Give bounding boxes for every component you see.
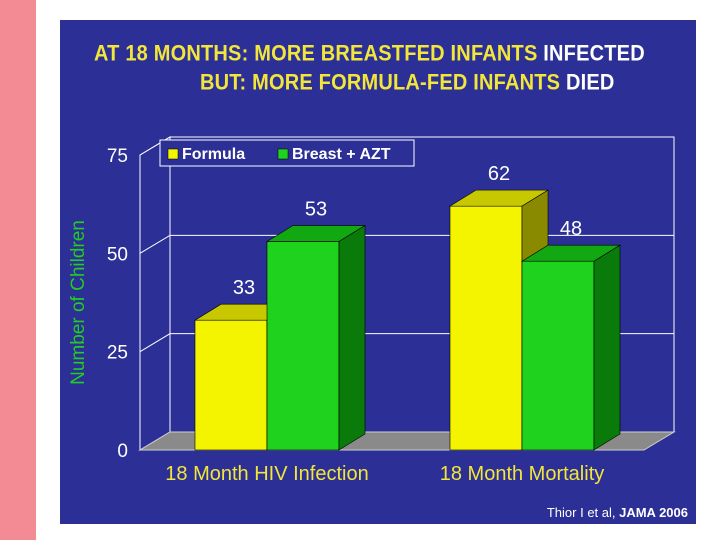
bar-breast-azt-0: [266, 241, 340, 451]
title-line-1-text: AT 18 MONTHS: MORE BREASTFED INFANTS: [94, 41, 544, 67]
gridline: [139, 136, 674, 156]
bar-chart: 0 25 50 75 Number of Children 33 53 18 Month HI…: [68, 136, 676, 485]
data-label-breast-azt-1: 48: [560, 218, 582, 240]
bar-breast-azt-1-side: [593, 244, 621, 451]
data-label-breast-azt-0: 53: [305, 199, 327, 221]
title-line-2-accent: DIED: [565, 70, 615, 96]
side-accent-bar: [0, 0, 36, 540]
title-line-2-text: BUT: MORE FORMULA-FED INFANTS: [200, 70, 566, 96]
legend-label-breast-azt: Breast + AZT: [292, 146, 391, 163]
x-category-label: 18 Month Mortality: [440, 463, 605, 485]
data-label-formula-1: 62: [488, 163, 510, 185]
bar-formula-1: [449, 205, 523, 451]
legend-swatch-formula: [167, 148, 179, 160]
x-category-label: 18 Month HIV Infection: [165, 463, 368, 485]
y-tick-label: 50: [107, 244, 128, 265]
legend-swatch-breast-azt: [277, 148, 289, 160]
y-tick-label: 75: [107, 146, 128, 167]
y-tick-label: 0: [117, 441, 128, 462]
citation-journal: JAMA 2006: [619, 505, 688, 520]
bar-formula-0: [194, 319, 268, 451]
y-tick-label: 25: [107, 343, 128, 364]
slide: AT 18 MONTHS: MORE BREASTFED INFANTS INF…: [60, 20, 696, 524]
bar-breast-azt-0-side: [338, 224, 366, 451]
title-line-1: AT 18 MONTHS: MORE BREASTFED INFANTS INF…: [94, 42, 645, 67]
y-axis-label: Number of Children: [68, 220, 89, 385]
title-line-2: BUT: MORE FORMULA-FED INFANTS DIED: [200, 71, 615, 96]
citation-authors: Thior I et al,: [546, 505, 620, 520]
title-line-1-accent: INFECTED: [543, 41, 645, 67]
citation: Thior I et al, JAMA 2006: [547, 505, 688, 520]
data-label-formula-0: 33: [233, 277, 255, 299]
plot-side-wall: [139, 136, 171, 451]
slide-title: AT 18 MONTHS: MORE BREASTFED INFANTS INF…: [60, 20, 696, 100]
legend-label-formula: Formula: [182, 146, 245, 163]
bar-breast-azt-1: [521, 260, 595, 451]
